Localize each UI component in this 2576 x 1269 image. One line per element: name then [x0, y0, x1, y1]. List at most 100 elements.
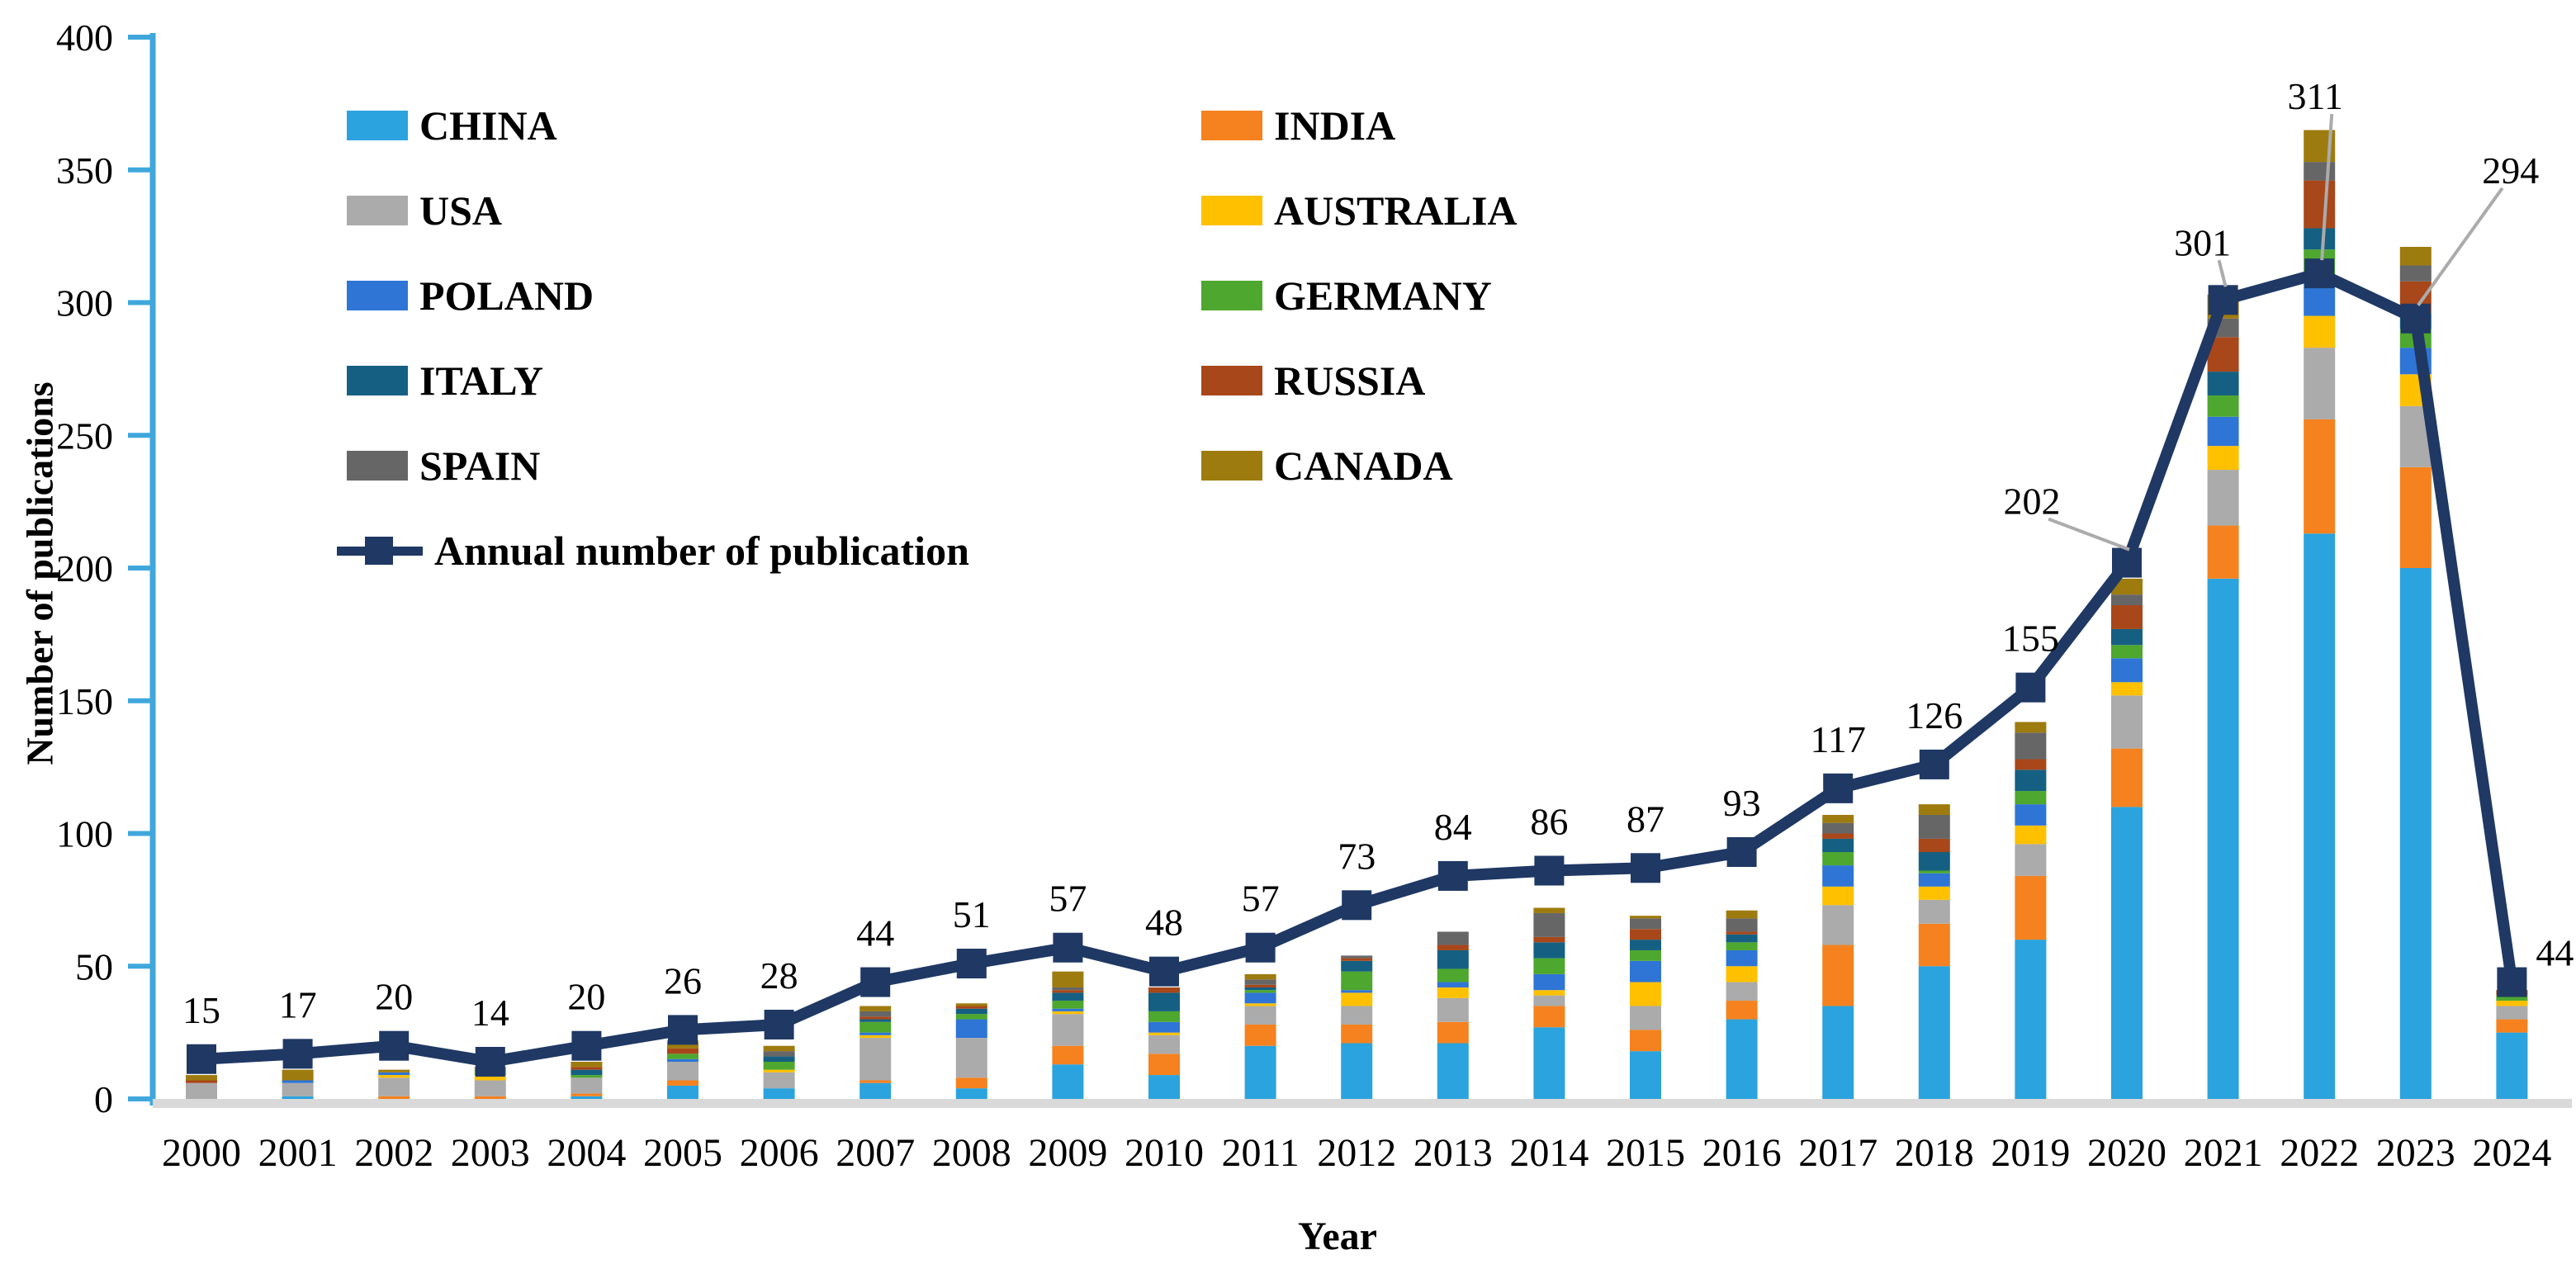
bar-segment-usa-2015	[1630, 1006, 1661, 1030]
bar-segment-italy-2021	[2207, 372, 2239, 396]
bar-segment-china-2001	[282, 1096, 314, 1099]
bar-segment-australia-2009	[1052, 1011, 1084, 1015]
bar-segment-italy-2017	[1822, 838, 1854, 853]
bar-segment-china-2009	[1052, 1064, 1084, 1099]
label-leader-2020	[2048, 517, 2130, 552]
y-axis-title: Number of publications	[18, 381, 61, 765]
bar-segment-poland-2018	[1918, 873, 1950, 887]
bar-segment-germany-2010	[1148, 1011, 1180, 1022]
annual-line-marker-2012	[1342, 890, 1372, 921]
bar-segment-germany-2019	[2015, 791, 2047, 805]
bar-segment-india-2024	[2496, 1019, 2528, 1033]
x-tick-label-2010: 2010	[1125, 1131, 1204, 1175]
x-tick-label-2016: 2016	[1702, 1131, 1782, 1175]
bar-segment-india-2018	[1918, 923, 1950, 967]
x-tick-label-2020: 2020	[2087, 1131, 2166, 1175]
bar-segment-australia-2003	[474, 1075, 506, 1081]
bar-segment-india-2010	[1148, 1054, 1180, 1076]
bar-segment-russia-2012	[1341, 958, 1373, 961]
bar-segment-china-2006	[763, 1088, 795, 1099]
bar-segment-spain-2022	[2304, 162, 2336, 181]
bar-segment-russia-2020	[2111, 605, 2143, 629]
bar-segment-poland-2002	[378, 1072, 410, 1076]
bar-segment-poland-2005	[667, 1058, 698, 1062]
bar-segment-russia-2015	[1630, 929, 1661, 940]
x-tick-label-2001: 2001	[258, 1131, 338, 1175]
bar-segment-usa-2006	[763, 1072, 795, 1089]
bar-segment-usa-2013	[1437, 997, 1469, 1022]
bar-segment-china-2024	[2496, 1032, 2528, 1099]
bar-segment-india-2015	[1630, 1030, 1661, 1052]
annual-line-marker-2005	[668, 1015, 698, 1045]
data-label-2001: 17	[279, 983, 317, 1025]
bar-segment-germany-2008	[955, 1014, 987, 1020]
bar-segment-poland-2017	[1822, 865, 1854, 887]
bar-segment-usa-2016	[1726, 982, 1758, 1001]
bar-segment-usa-2007	[859, 1038, 892, 1081]
bar-segment-australia-2006	[763, 1069, 795, 1072]
x-tick-label-2002: 2002	[354, 1131, 433, 1175]
annual-line-marker-2018	[1919, 749, 1949, 779]
data-label-2005: 26	[664, 959, 702, 1001]
x-tick-label-2023: 2023	[2376, 1131, 2455, 1175]
bar-segment-india-2014	[1533, 1006, 1565, 1028]
bar-segment-india-2002	[378, 1096, 410, 1099]
bar-segment-italy-2008	[955, 1008, 987, 1015]
annual-line-marker-2011	[1245, 932, 1276, 963]
bar-segment-canada-2008	[955, 1003, 987, 1006]
data-label-2006: 28	[760, 954, 798, 997]
data-label-2024: 44	[2536, 932, 2574, 974]
annual-line-marker-2021	[2208, 285, 2238, 315]
bar-segment-australia-2013	[1437, 987, 1469, 998]
bar-segment-russia-2000	[186, 1080, 217, 1083]
annual-line	[201, 268, 2518, 1068]
annual-line-marker-2000	[187, 1044, 216, 1074]
bar-segment-spain-2018	[1918, 814, 1950, 839]
data-label-2000: 15	[182, 989, 220, 1031]
bar-segment-india-2019	[2015, 875, 2047, 940]
x-tick-label-2006: 2006	[740, 1131, 819, 1175]
bar-segment-italy-2022	[2304, 228, 2336, 250]
bar-segment-italy-2018	[1918, 852, 1950, 871]
bar-segment-poland-2012	[1341, 990, 1373, 993]
data-label-2016: 93	[1723, 782, 1761, 824]
bar-segment-canada-2001	[282, 1069, 314, 1081]
annual-line-marker-2024	[2497, 967, 2527, 997]
bar-segment-poland-2011	[1244, 992, 1276, 1004]
bar-segment-germany-2009	[1052, 1001, 1084, 1009]
data-label-2011: 57	[1242, 878, 1280, 920]
annual-line-marker-2009	[1053, 932, 1083, 963]
bar-segment-italy-2012	[1341, 960, 1373, 972]
annual-line-marker-2001	[282, 1039, 313, 1069]
bar-segment-poland-2015	[1630, 960, 1661, 983]
bar-segment-india-2004	[571, 1093, 603, 1096]
x-tick-label-2004: 2004	[547, 1131, 626, 1175]
x-tick-label-2019: 2019	[1991, 1131, 2070, 1175]
bar-segment-usa-2003	[474, 1080, 506, 1096]
bar-segment-germany-2005	[667, 1054, 698, 1059]
x-tick-label-2011: 2011	[1221, 1131, 1299, 1175]
bar-segment-poland-2016	[1726, 949, 1758, 967]
bar-segment-russia-2005	[667, 1048, 698, 1054]
bar-segment-italy-2007	[859, 1019, 892, 1022]
bar-segment-usa-2024	[2496, 1006, 2528, 1020]
bar-segment-italy-2006	[763, 1056, 795, 1062]
bar-segment-italy-2020	[2111, 628, 2143, 646]
bar-segment-china-2020	[2111, 807, 2143, 1099]
data-label-2004: 20	[567, 976, 605, 1018]
bar-segment-usa-2008	[955, 1038, 987, 1078]
bar-segment-china-2007	[859, 1082, 892, 1099]
bar-segment-germany-2004	[571, 1075, 603, 1078]
bar-segment-russia-2022	[2304, 180, 2336, 229]
bar-segment-usa-2019	[2015, 844, 2047, 876]
data-label-2020: 202	[2004, 481, 2061, 523]
bar-segment-usa-2011	[1244, 1006, 1276, 1025]
bar-segment-australia-2017	[1822, 886, 1854, 906]
bar-segment-australia-2010	[1148, 1032, 1180, 1035]
x-tick-label-2015: 2015	[1606, 1131, 1685, 1175]
bar-segment-australia-2018	[1918, 886, 1950, 900]
annual-line-marker-2007	[860, 967, 891, 997]
bar-segment-india-2013	[1437, 1021, 1469, 1044]
bar-segment-russia-2010	[1148, 987, 1180, 993]
bar-segment-china-2004	[571, 1096, 603, 1099]
